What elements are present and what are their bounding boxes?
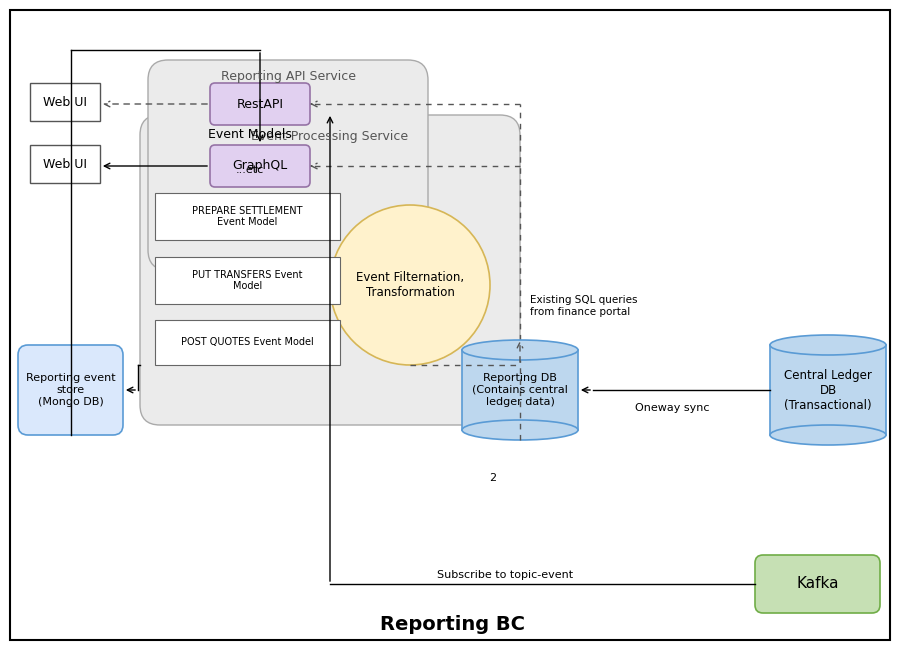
Text: Reporting DB
(Contains central
ledger data): Reporting DB (Contains central ledger da…: [472, 373, 568, 407]
Ellipse shape: [462, 420, 578, 440]
Text: Oneway sync: Oneway sync: [635, 403, 710, 413]
Text: Existing SQL queries
from finance portal: Existing SQL queries from finance portal: [530, 295, 637, 317]
Text: RestAPI: RestAPI: [236, 98, 283, 110]
FancyBboxPatch shape: [755, 555, 880, 613]
Ellipse shape: [462, 340, 578, 360]
Ellipse shape: [770, 425, 886, 445]
Bar: [462, 350, 578, 430]
Text: Event Processing Service: Event Processing Service: [252, 130, 408, 143]
Text: GraphQL: GraphQL: [233, 159, 288, 173]
Text: PUT TRANSFERS Event
Model: PUT TRANSFERS Event Model: [192, 270, 303, 292]
Text: Kafka: Kafka: [796, 576, 839, 592]
FancyBboxPatch shape: [148, 60, 428, 270]
Text: Reporting event
store
(Mongo DB): Reporting event store (Mongo DB): [25, 373, 115, 407]
Text: 2: 2: [490, 473, 497, 483]
Text: Event Models: Event Models: [208, 128, 292, 141]
FancyBboxPatch shape: [210, 83, 310, 125]
Text: Web UI: Web UI: [43, 95, 87, 108]
Bar: [30, 145, 100, 183]
Text: PREPARE SETTLEMENT
Event Model: PREPARE SETTLEMENT Event Model: [192, 206, 303, 227]
Bar: [155, 257, 340, 304]
Text: Event Filternation,
Transformation: Event Filternation, Transformation: [356, 271, 464, 299]
Text: ...etc: ...etc: [236, 165, 264, 175]
Bar: [30, 83, 100, 121]
Circle shape: [330, 205, 490, 365]
Text: Subscribe to topic-event: Subscribe to topic-event: [437, 570, 573, 580]
FancyBboxPatch shape: [210, 145, 310, 187]
Text: Web UI: Web UI: [43, 157, 87, 171]
Bar: [155, 320, 340, 365]
Bar: [155, 193, 340, 240]
Text: Reporting BC: Reporting BC: [379, 615, 525, 635]
Bar: [770, 345, 886, 435]
Text: Reporting API Service: Reporting API Service: [221, 70, 356, 83]
Text: Central Ledger
DB
(Transactional): Central Ledger DB (Transactional): [784, 368, 872, 412]
FancyBboxPatch shape: [18, 345, 123, 435]
Ellipse shape: [770, 335, 886, 355]
FancyBboxPatch shape: [140, 115, 520, 425]
Text: POST QUOTES Event Model: POST QUOTES Event Model: [181, 338, 314, 348]
